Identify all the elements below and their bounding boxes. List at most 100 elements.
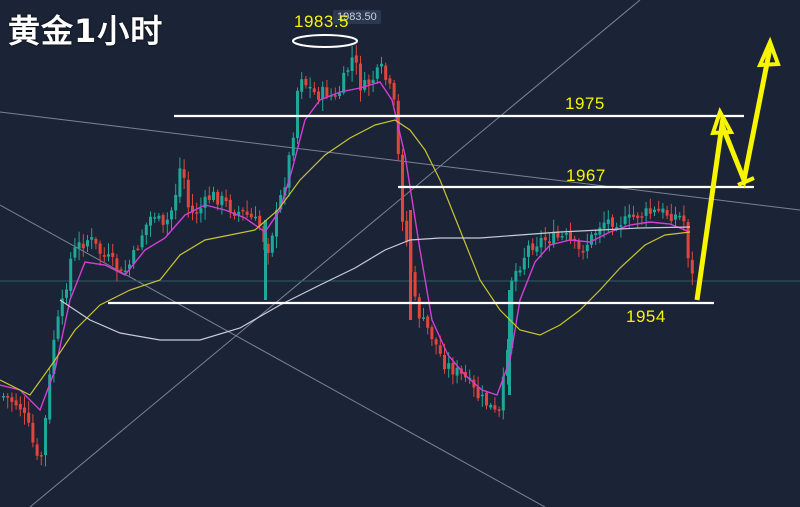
candle-body [648, 208, 652, 214]
candle [426, 314, 430, 335]
forecast-arrowhead-2 [756, 36, 781, 68]
candle-body [489, 404, 493, 408]
candle-body [380, 63, 383, 67]
candle-body [220, 195, 224, 206]
candle-body [14, 400, 18, 406]
candle [506, 339, 509, 385]
candle-body [144, 224, 148, 236]
candle [90, 228, 94, 250]
candle-body [644, 208, 648, 216]
candle [165, 212, 169, 236]
candle-body [669, 213, 673, 222]
candle [254, 206, 257, 221]
trend-line-3 [29, 0, 641, 507]
candle-body [657, 208, 661, 211]
long-candle-3 [264, 220, 267, 300]
candle [27, 401, 31, 427]
candle-body [300, 79, 304, 92]
candle-body [674, 214, 677, 220]
candle [69, 252, 73, 298]
candle-body [31, 422, 35, 443]
candle [287, 151, 291, 197]
candle-body [690, 259, 694, 274]
candle-body [438, 345, 442, 354]
candle-body [392, 82, 396, 100]
candle-body [52, 339, 56, 374]
candle [2, 392, 5, 401]
candle-body [212, 191, 215, 201]
candle-body [241, 209, 245, 212]
candle-body [132, 250, 136, 264]
candle-body [291, 137, 295, 156]
candle-body [422, 317, 425, 319]
candle [405, 210, 409, 247]
level-label-1967: 1967 [566, 166, 606, 185]
peak-ellipse [292, 34, 358, 48]
ma-slow-line [59, 226, 691, 341]
candle-body [86, 240, 89, 247]
candle-body [65, 289, 68, 298]
candle-body [375, 67, 379, 79]
candle-body [115, 258, 119, 272]
candle-body [107, 254, 110, 257]
candle [77, 231, 81, 261]
candle-body [98, 243, 102, 254]
candle-body [359, 63, 362, 91]
candle-body [178, 168, 182, 197]
candle [690, 251, 694, 286]
candle [590, 231, 593, 248]
candle-body [48, 374, 52, 420]
candle [522, 247, 526, 275]
candle [674, 206, 677, 228]
candle [81, 234, 85, 257]
candle-body [480, 394, 484, 397]
candle [552, 219, 556, 248]
candle-body [455, 367, 459, 376]
candle [514, 263, 518, 292]
price-readout-tag: 1983.50 [333, 10, 381, 24]
candle [342, 66, 346, 95]
candle [480, 385, 484, 407]
candle-body [174, 194, 178, 211]
candle [468, 369, 472, 384]
candle-body [501, 376, 505, 411]
candle [149, 211, 152, 237]
candle-body [228, 199, 232, 212]
candle-body [665, 210, 669, 216]
candle-body [682, 215, 686, 222]
candle-body [317, 91, 320, 100]
candle-body [170, 210, 173, 220]
candle-body [10, 397, 14, 403]
trend-line-1 [0, 111, 800, 211]
candle [170, 207, 173, 231]
candle-body [606, 219, 610, 225]
candle-body [94, 238, 98, 244]
candle-body [73, 247, 77, 258]
candle-body [615, 227, 619, 229]
candle-body [430, 327, 434, 340]
chart-title: 黄金1小时 [8, 12, 164, 50]
candle-body [560, 236, 564, 238]
candle [531, 238, 535, 256]
candle-body [426, 316, 430, 328]
candle [262, 221, 266, 251]
candle-body [136, 248, 140, 251]
candle-body [161, 215, 165, 225]
candle [207, 186, 211, 204]
candle [136, 244, 140, 252]
candle-body [506, 349, 509, 376]
candle-body [388, 78, 392, 84]
candle-body [342, 72, 346, 93]
candle [216, 189, 220, 211]
candle [98, 240, 102, 266]
candle-body [678, 215, 682, 218]
candle-body [564, 233, 568, 235]
candle-body [434, 339, 438, 345]
candle-body [451, 362, 455, 375]
candle-body [598, 227, 602, 235]
candle-body [497, 409, 501, 411]
candle-body [2, 395, 5, 398]
candle-body [111, 252, 115, 257]
candle [392, 79, 396, 106]
